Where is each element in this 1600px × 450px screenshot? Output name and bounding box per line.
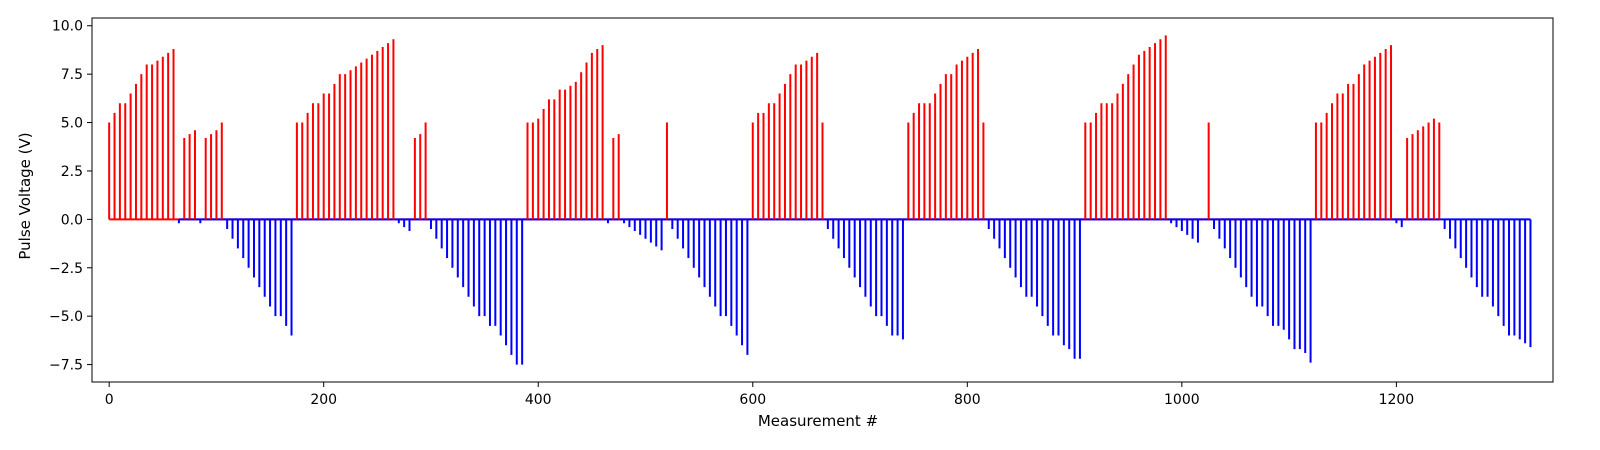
y-tick-label: 10.0 xyxy=(52,19,83,35)
plot-area xyxy=(91,17,1554,383)
x-tick-label: 0 xyxy=(105,392,114,408)
plot-frame xyxy=(91,17,1554,383)
y-tick-label: −2.5 xyxy=(49,261,83,277)
y-tick-label: 7.5 xyxy=(61,67,83,83)
x-axis-ticks: 0 200 400 600 800 1000 1200 xyxy=(105,382,1415,408)
x-axis-label: Measurement # xyxy=(758,412,878,430)
y-tick-label: −7.5 xyxy=(49,358,83,374)
x-tick-label: 800 xyxy=(954,392,981,408)
y-tick-label: 0.0 xyxy=(61,212,83,228)
bars-group xyxy=(108,35,1532,365)
x-tick-label: 600 xyxy=(739,392,766,408)
y-tick-label: 5.0 xyxy=(61,116,83,132)
x-tick-label: 1000 xyxy=(1164,392,1200,408)
y-tick-label: −5.0 xyxy=(49,309,83,325)
x-tick-label: 1200 xyxy=(1379,392,1415,408)
x-tick-label: 400 xyxy=(525,392,552,408)
y-tick-label: 2.5 xyxy=(61,164,83,180)
y-axis-label: Pulse Voltage (V) xyxy=(16,132,34,259)
x-tick-label: 200 xyxy=(310,392,337,408)
y-axis-ticks: −7.5 −5.0 −2.5 0.0 2.5 5.0 7.5 10.0 xyxy=(49,19,92,374)
